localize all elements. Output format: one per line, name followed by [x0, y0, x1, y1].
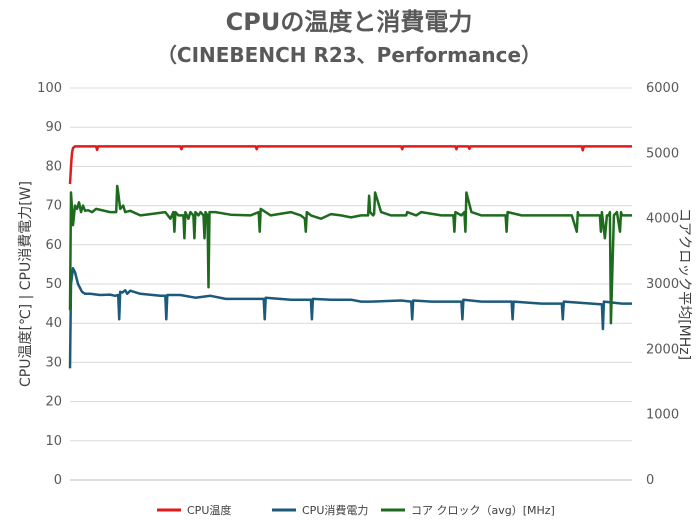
- y-left-tick-label: 60: [45, 238, 62, 253]
- y-right-tick-label: 0: [646, 473, 654, 488]
- y-left-tick-label: 50: [45, 277, 62, 292]
- y-right-tick-label: 1000: [646, 408, 679, 423]
- legend: CPU温度 CPU消費電力 コア クロック（avg）[MHz]: [157, 503, 555, 517]
- series-line-1: [68, 145, 632, 185]
- gridlines: [70, 87, 632, 481]
- chart-title: CPUの温度と消費電力: [226, 8, 473, 36]
- y-left-tick-label: 100: [37, 81, 62, 96]
- y-left-tick-label: 70: [45, 199, 62, 214]
- y-left-tick-label: 0: [54, 473, 62, 488]
- series-line-2: [68, 267, 632, 369]
- legend-label-3: コア クロック（avg）[MHz]: [411, 504, 555, 517]
- y-axis-left-label: CPU温度[℃] | CPU消費電力[W]: [18, 181, 34, 387]
- y-right-tick-label: 5000: [646, 146, 679, 161]
- legend-label-1: CPU温度: [187, 503, 231, 517]
- y-axis-right-ticks: 0 1000 2000 3000 4000 5000 6000: [646, 81, 679, 488]
- y-left-tick-label: 80: [45, 159, 62, 174]
- y-left-tick-label: 30: [45, 355, 62, 370]
- y-axis-left-ticks: 0 10 20 30 40 50 60 70 80 90 100: [37, 81, 62, 488]
- y-left-tick-label: 20: [45, 395, 62, 410]
- y-left-tick-label: 90: [45, 120, 62, 135]
- y-left-tick-label: 40: [45, 316, 62, 331]
- y-left-tick-label: 10: [45, 434, 62, 449]
- y-axis-right-label: コアクロック平均[MHz]: [676, 208, 692, 360]
- chart-subtitle: （CINEBENCH R23、Performance）: [157, 43, 541, 67]
- series-lines: [68, 145, 632, 369]
- series-line-3: [68, 184, 632, 325]
- legend-label-2: CPU消費電力: [302, 503, 368, 517]
- y-right-tick-label: 2000: [646, 342, 679, 357]
- y-right-tick-label: 6000: [646, 81, 679, 96]
- y-right-tick-label: 3000: [646, 277, 679, 292]
- y-right-tick-label: 4000: [646, 212, 679, 227]
